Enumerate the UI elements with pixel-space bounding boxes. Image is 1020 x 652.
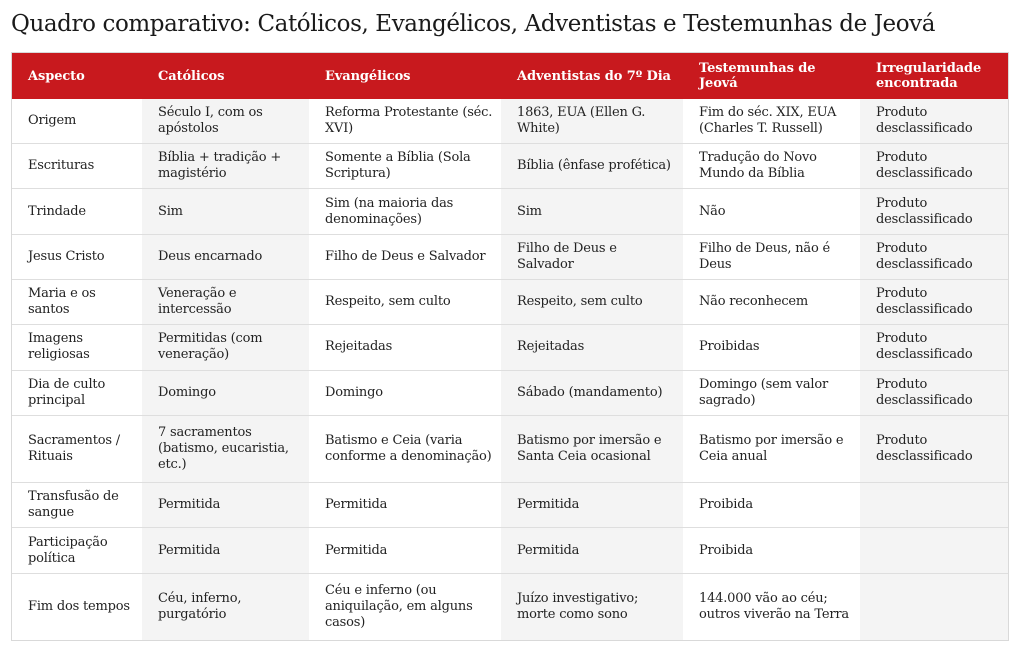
cell-aspect: Maria e os santos <box>12 279 142 325</box>
cell-catolicos: Permitida <box>142 527 309 574</box>
cell-irregularidade: Produto desclassificado <box>860 414 1008 483</box>
cell-evangelicos: Céu e inferno (ou aniquilação, em alguns… <box>309 572 501 640</box>
cell-catolicos: Céu, inferno, purgatório <box>142 572 309 640</box>
table-row: Sacramentos / Rituais 7 sacramentos (bati… <box>12 414 1008 483</box>
cell-testemunhas: Filho de Deus, não é Deus <box>683 233 860 280</box>
cell-catolicos: 7 sacramentos (batismo, eucaristia, etc.… <box>142 414 309 483</box>
cell-evangelicos: Respeito, sem culto <box>309 279 501 325</box>
cell-testemunhas: Proibidas <box>683 324 860 371</box>
header-irregularidade: Irregularidade encontrada <box>860 53 1008 99</box>
cell-testemunhas: Não <box>683 188 860 235</box>
cell-testemunhas: Proibida <box>683 482 860 528</box>
header-adventistas: Adventistas do 7º Dia <box>501 53 683 99</box>
cell-irregularidade: Produto desclassificado <box>860 279 1008 325</box>
cell-catolicos: Sim <box>142 188 309 235</box>
cell-catolicos: Permitidas (com veneração) <box>142 324 309 371</box>
cell-adventistas: Sábado (mandamento) <box>501 369 683 416</box>
cell-adventistas: 1863, EUA (Ellen G. White) <box>501 99 683 144</box>
cell-testemunhas: Proibida <box>683 527 860 574</box>
cell-adventistas: Rejeitadas <box>501 324 683 371</box>
cell-evangelicos: Permitida <box>309 482 501 528</box>
cell-aspect: Participação política <box>12 527 142 574</box>
cell-evangelicos: Filho de Deus e Salvador <box>309 233 501 280</box>
cell-evangelicos: Domingo <box>309 369 501 416</box>
cell-irregularidade <box>860 527 1008 574</box>
comparison-table: Aspecto Católicos Evangélicos Adventistas d… <box>12 53 1008 640</box>
table-body: Origem Século I, com os apóstolos Reforma … <box>12 99 1008 640</box>
cell-evangelicos: Batismo e Ceia (varia conforme a denomin… <box>309 414 501 483</box>
table-row: Escrituras Bíblia + tradição + magistério… <box>12 143 1008 189</box>
cell-adventistas: Respeito, sem culto <box>501 279 683 325</box>
cell-testemunhas: Batismo por imersão e Ceia anual <box>683 414 860 483</box>
header-aspect: Aspecto <box>12 53 142 99</box>
table-row: Fim dos tempos Céu, inferno, purgatório Cé… <box>12 572 1008 640</box>
cell-evangelicos: Rejeitadas <box>309 324 501 371</box>
cell-testemunhas: Domingo (sem valor sagrado) <box>683 369 860 416</box>
cell-irregularidade: Produto desclassificado <box>860 233 1008 280</box>
cell-catolicos: Permitida <box>142 482 309 528</box>
cell-aspect: Imagens religiosas <box>12 324 142 371</box>
cell-aspect: Jesus Cristo <box>12 233 142 280</box>
header-catolicos: Católicos <box>142 53 309 99</box>
table-header: Aspecto Católicos Evangélicos Adventistas d… <box>12 53 1008 99</box>
cell-adventistas: Filho de Deus e Salvador <box>501 233 683 280</box>
table-row: Maria e os santos Veneração e intercessão… <box>12 279 1008 325</box>
cell-irregularidade: Produto desclassificado <box>860 143 1008 189</box>
cell-irregularidade <box>860 482 1008 528</box>
cell-aspect: Fim dos tempos <box>12 572 142 640</box>
cell-irregularidade: Produto desclassificado <box>860 188 1008 235</box>
cell-catolicos: Veneração e intercessão <box>142 279 309 325</box>
cell-irregularidade: Produto desclassificado <box>860 99 1008 144</box>
comparison-table-container: Aspecto Católicos Evangélicos Adventistas d… <box>11 52 1009 641</box>
cell-irregularidade: Produto desclassificado <box>860 324 1008 371</box>
cell-catolicos: Século I, com os apóstolos <box>142 99 309 144</box>
table-row: Jesus Cristo Deus encarnado Filho de Deus … <box>12 233 1008 280</box>
header-row: Aspecto Católicos Evangélicos Adventistas d… <box>12 53 1008 99</box>
cell-aspect: Sacramentos / Rituais <box>12 414 142 483</box>
cell-evangelicos: Permitida <box>309 527 501 574</box>
page-title: Quadro comparativo: Católicos, Evangélic… <box>11 11 936 37</box>
table-row: Dia de culto principal Domingo Domingo Sába… <box>12 369 1008 416</box>
table-row: Imagens religiosas Permitidas (com venera… <box>12 324 1008 371</box>
cell-aspect: Transfusão de sangue <box>12 482 142 528</box>
cell-evangelicos: Sim (na maioria das denominações) <box>309 188 501 235</box>
cell-catolicos: Domingo <box>142 369 309 416</box>
cell-testemunhas: 144.000 vão ao céu; outros viverão na Te… <box>683 572 860 640</box>
cell-aspect: Escrituras <box>12 143 142 189</box>
cell-adventistas: Permitida <box>501 482 683 528</box>
header-evangelicos: Evangélicos <box>309 53 501 99</box>
cell-adventistas: Bíblia (ênfase profética) <box>501 143 683 189</box>
cell-evangelicos: Somente a Bíblia (Sola Scriptura) <box>309 143 501 189</box>
cell-adventistas: Sim <box>501 188 683 235</box>
cell-aspect: Dia de culto principal <box>12 369 142 416</box>
cell-adventistas: Juízo investigativo; morte como sono <box>501 572 683 640</box>
header-testemunhas: Testemunhas de Jeová <box>683 53 860 99</box>
cell-catolicos: Bíblia + tradição + magistério <box>142 143 309 189</box>
cell-irregularidade <box>860 572 1008 640</box>
cell-evangelicos: Reforma Protestante (séc. XVI) <box>309 99 501 144</box>
table-row: Origem Século I, com os apóstolos Reforma … <box>12 99 1008 144</box>
cell-testemunhas: Fim do séc. XIX, EUA (Charles T. Russell… <box>683 99 860 144</box>
table-row: Transfusão de sangue Permitida Permitida Pe… <box>12 482 1008 528</box>
cell-testemunhas: Não reconhecem <box>683 279 860 325</box>
cell-catolicos: Deus encarnado <box>142 233 309 280</box>
cell-adventistas: Batismo por imersão e Santa Ceia ocasion… <box>501 414 683 483</box>
table-row: Trindade Sim Sim (na maioria das denominaç… <box>12 188 1008 235</box>
cell-aspect: Trindade <box>12 188 142 235</box>
cell-adventistas: Permitida <box>501 527 683 574</box>
cell-irregularidade: Produto desclassificado <box>860 369 1008 416</box>
table-row: Participação política Permitida Permitida P… <box>12 527 1008 574</box>
cell-testemunhas: Tradução do Novo Mundo da Bíblia <box>683 143 860 189</box>
cell-aspect: Origem <box>12 99 142 144</box>
